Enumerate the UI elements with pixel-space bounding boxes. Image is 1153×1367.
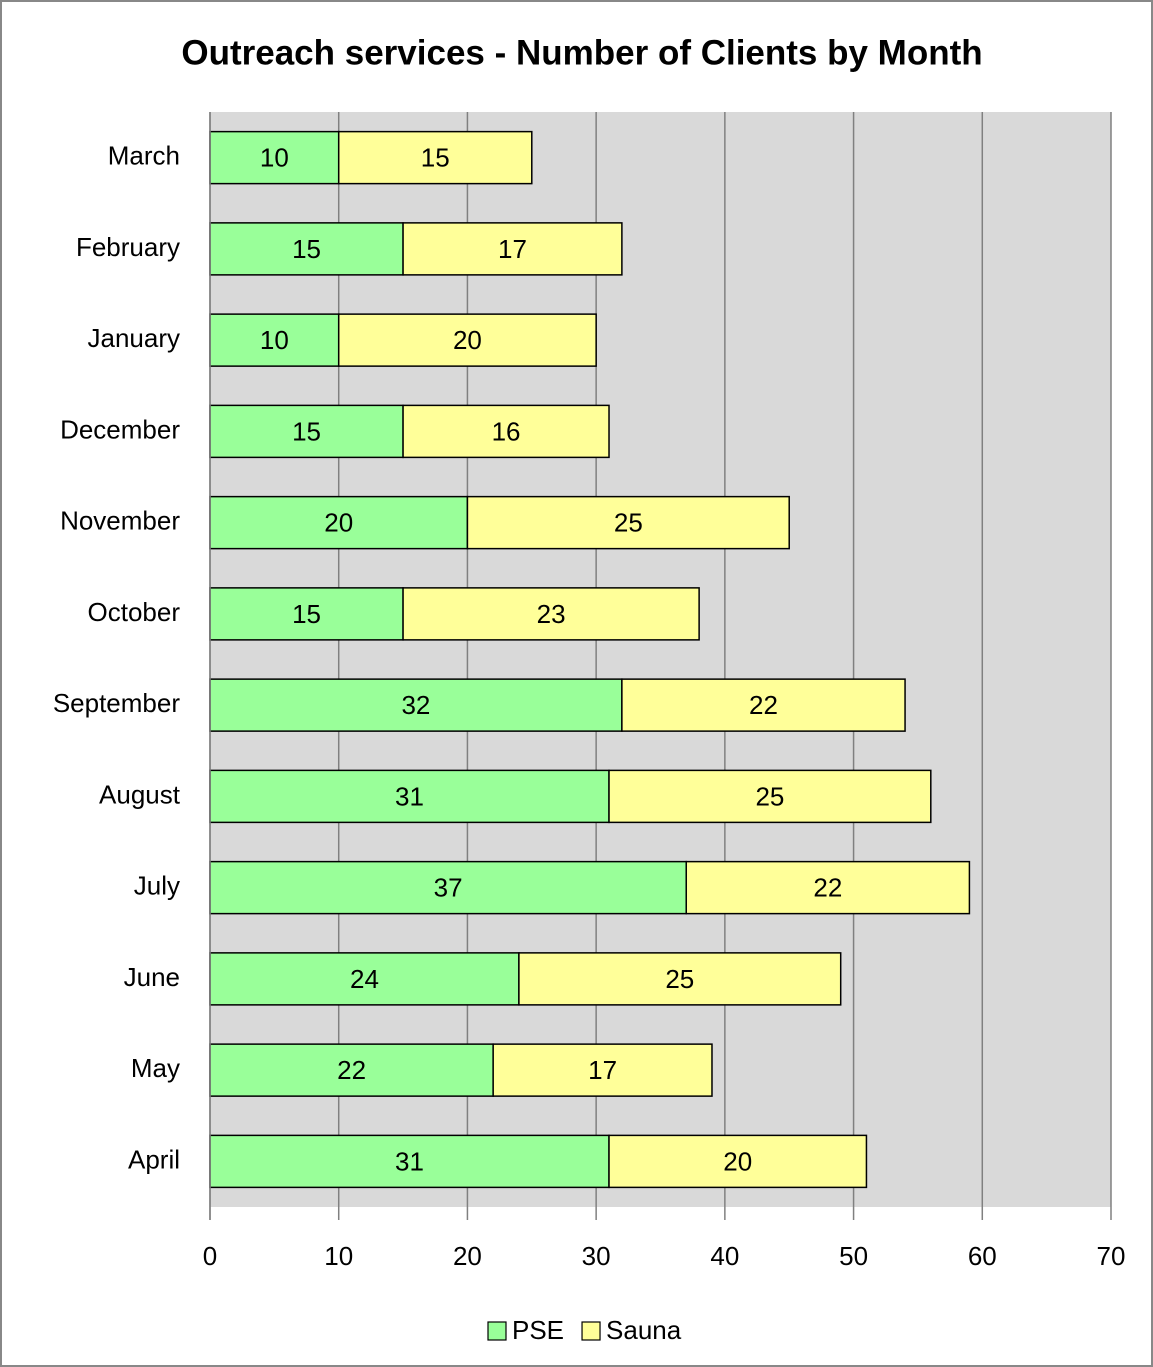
data-label: 32	[401, 690, 430, 720]
bar-segment	[402, 222, 623, 276]
bar-segment	[492, 1043, 713, 1097]
x-tick-label: 30	[582, 1241, 611, 1271]
data-label: 15	[292, 599, 321, 629]
x-tick-label: 40	[710, 1241, 739, 1271]
y-tick-label: June	[124, 962, 180, 992]
bar-segment	[209, 1134, 610, 1189]
bar-segment	[518, 952, 842, 1006]
bar-segment	[337, 130, 533, 185]
bar-segment	[209, 313, 340, 367]
data-label: 20	[723, 1146, 752, 1176]
legend-label: Sauna	[606, 1315, 682, 1345]
legend-label: PSE	[512, 1315, 564, 1345]
y-tick-label: October	[88, 597, 181, 627]
y-tick-label: September	[53, 688, 181, 718]
data-label: 37	[434, 873, 463, 903]
x-tick-label: 70	[1097, 1241, 1126, 1271]
legend-swatch	[487, 1321, 507, 1341]
x-tick-label: 0	[203, 1241, 217, 1271]
data-label: 25	[665, 964, 694, 994]
data-label: 10	[260, 325, 289, 355]
bar-segment	[337, 313, 597, 367]
data-label: 17	[588, 1055, 617, 1085]
data-label: 20	[453, 325, 482, 355]
data-label: 16	[492, 416, 521, 446]
x-tick-label: 50	[839, 1241, 868, 1271]
x-tick-label: 60	[968, 1241, 997, 1271]
data-label: 22	[337, 1055, 366, 1085]
data-label: 23	[537, 599, 566, 629]
legend-swatch	[581, 1321, 601, 1341]
data-label: 15	[292, 234, 321, 264]
data-label: 22	[749, 690, 778, 720]
y-tick-label: December	[60, 414, 180, 444]
y-tick-label: July	[134, 871, 180, 901]
y-tick-label: March	[108, 141, 180, 171]
y-tick-label: January	[88, 323, 181, 353]
data-label: 24	[350, 964, 379, 994]
bar-segment	[209, 1043, 494, 1097]
bar-segment	[608, 769, 932, 824]
bar-segment	[685, 860, 971, 915]
data-label: 15	[292, 416, 321, 446]
data-label: 31	[395, 781, 424, 811]
y-tick-label: November	[60, 506, 180, 536]
data-label: 31	[395, 1146, 424, 1176]
bar-segment	[209, 860, 687, 915]
plot-area	[210, 112, 1111, 1207]
data-label: 25	[614, 508, 643, 538]
bar-segment	[608, 1134, 868, 1189]
y-tick-label: April	[128, 1144, 180, 1174]
bar-segment	[621, 678, 906, 732]
data-label: 25	[755, 781, 784, 811]
bar-segment	[402, 587, 700, 641]
bar-segment	[402, 404, 610, 459]
data-label: 17	[498, 234, 527, 264]
bar-segment	[209, 678, 623, 732]
bar-segment	[209, 130, 340, 185]
y-tick-label: August	[99, 779, 181, 809]
bar-segment	[209, 404, 404, 459]
y-tick-label: May	[131, 1053, 180, 1083]
bar-segment	[209, 769, 610, 824]
chart-title: Outreach services - Number of Clients by…	[181, 33, 982, 72]
x-tick-label: 10	[324, 1241, 353, 1271]
y-tick-label: February	[76, 232, 180, 262]
x-tick-label: 20	[453, 1241, 482, 1271]
data-label: 15	[421, 143, 450, 173]
data-label: 10	[260, 143, 289, 173]
data-label: 20	[324, 508, 353, 538]
bar-segment	[466, 495, 790, 550]
data-label: 22	[813, 873, 842, 903]
bar-segment	[209, 587, 404, 641]
